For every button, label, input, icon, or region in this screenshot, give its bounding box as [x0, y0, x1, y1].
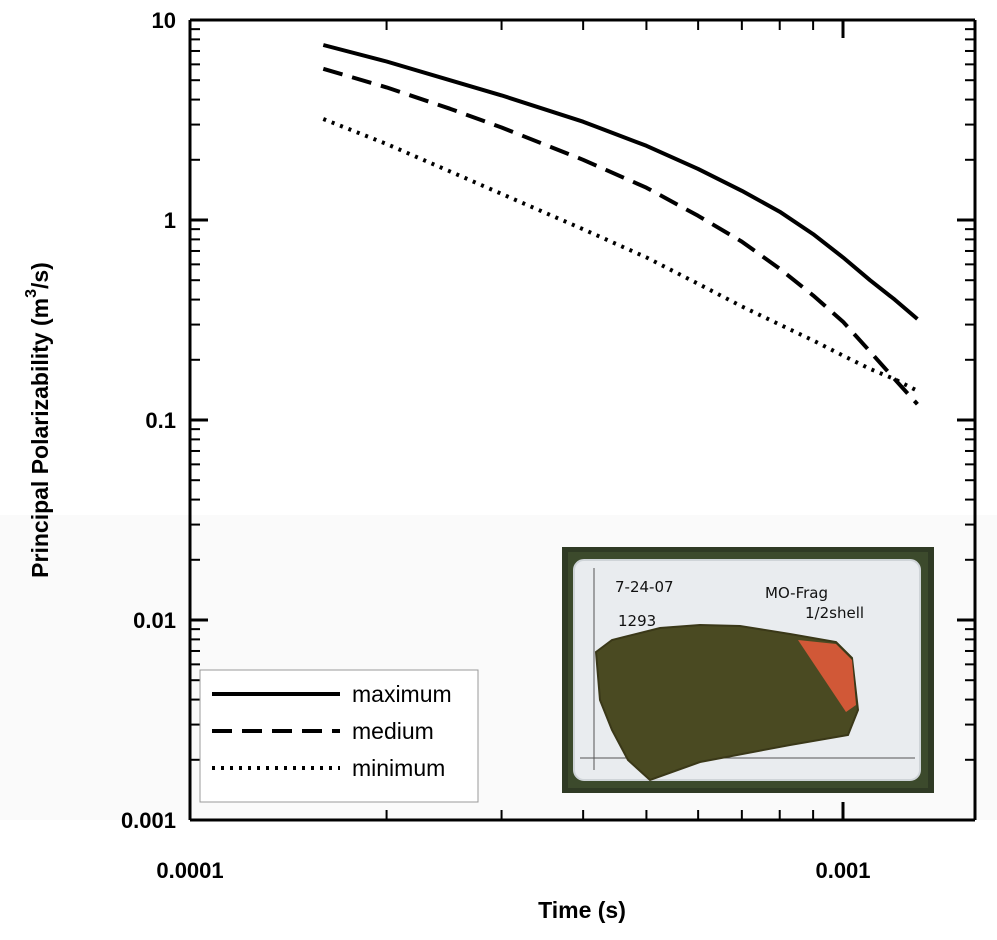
x-tick-label: 0.0001 [156, 858, 223, 883]
tick-labels: 10 1 0.1 0.01 0.001 0.0001 0.001 [121, 8, 871, 883]
y-tick-label: 1 [164, 208, 176, 233]
y-tick-label: 0.01 [133, 608, 176, 633]
series-line-maximum [322, 43, 919, 321]
y-tick-label: 0.1 [145, 408, 176, 433]
x-tick-label: 0.001 [815, 858, 870, 883]
legend: maximum medium minimum [199, 669, 479, 803]
photo-label-line1: MO-Frag [765, 584, 828, 602]
y-tick-label: 10 [152, 8, 176, 33]
legend-label-maximum: maximum [352, 681, 452, 707]
photo-date-text: 7-24-07 [615, 578, 674, 596]
photo-shell-fragment [594, 623, 860, 782]
series-line-minimum [322, 117, 919, 393]
y-tick-label: 0.001 [121, 808, 176, 833]
series-line-medium [322, 66, 919, 406]
y-axis-title-main: Principal Polarizability (m [27, 298, 53, 578]
legend-label-medium: medium [352, 718, 434, 744]
photo-id-text: 1293 [618, 612, 656, 630]
photo-paint-mark [798, 640, 856, 712]
legend-label-minimum: minimum [352, 755, 445, 781]
x-axis-title: Time (s) [538, 897, 626, 923]
axis-ticks [188, 20, 975, 822]
photo-label-line2: 1/2shell [805, 604, 864, 622]
inset-photo: 7-24-07 1293 MO-Frag 1/2shell [562, 547, 934, 793]
series-lines [322, 43, 919, 406]
y-axis-title: Principal Polarizability (m3/s) [23, 262, 53, 578]
y-axis-title-end: /s) [27, 262, 53, 289]
y-axis-title-superscript: 3 [23, 289, 40, 298]
